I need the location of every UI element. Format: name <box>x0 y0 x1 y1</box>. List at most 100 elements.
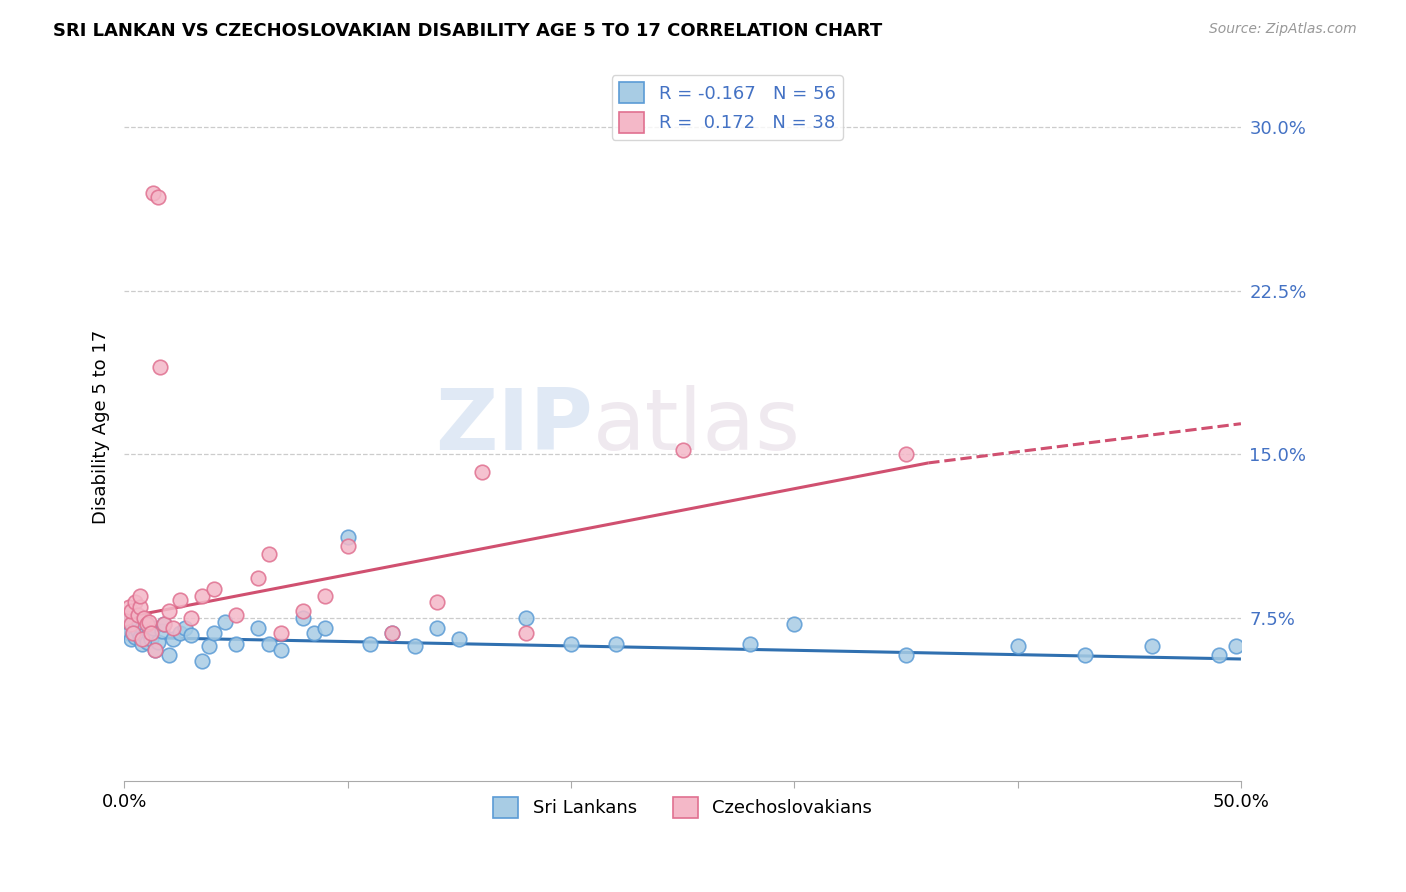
Point <box>1208 648 1230 662</box>
Text: Source: ZipAtlas.com: Source: ZipAtlas.com <box>1209 22 1357 37</box>
Point <box>150 624 173 638</box>
Point <box>180 610 202 624</box>
Point <box>127 613 149 627</box>
Point <box>128 599 150 614</box>
Point <box>118 599 141 614</box>
Point <box>1225 639 1247 653</box>
Point <box>336 539 359 553</box>
Point <box>131 632 153 647</box>
Point <box>247 571 270 585</box>
Point <box>202 582 225 597</box>
Point <box>122 619 145 633</box>
Point <box>605 637 627 651</box>
Point <box>259 548 281 562</box>
Point <box>142 622 165 636</box>
Point <box>214 615 236 629</box>
Point <box>138 615 160 629</box>
Point <box>894 648 917 662</box>
Point <box>202 625 225 640</box>
Point <box>120 604 142 618</box>
Point <box>128 630 150 644</box>
Point <box>162 622 184 636</box>
Point <box>149 360 172 375</box>
Point <box>122 625 145 640</box>
Point <box>145 643 167 657</box>
Point <box>135 634 157 648</box>
Text: atlas: atlas <box>593 385 801 468</box>
Point <box>426 622 449 636</box>
Point <box>381 625 404 640</box>
Point <box>120 617 142 632</box>
Point <box>120 617 142 632</box>
Point <box>783 617 806 632</box>
Point <box>145 643 167 657</box>
Text: SRI LANKAN VS CZECHOSLOVAKIAN DISABILITY AGE 5 TO 17 CORRELATION CHART: SRI LANKAN VS CZECHOSLOVAKIAN DISABILITY… <box>53 22 883 40</box>
Point <box>449 632 471 647</box>
Point <box>139 632 162 647</box>
Point <box>291 604 314 618</box>
Point <box>128 589 150 603</box>
Point <box>173 622 195 636</box>
Point <box>314 622 336 636</box>
Point <box>191 589 214 603</box>
Point <box>515 610 537 624</box>
Point <box>153 617 176 632</box>
Point <box>198 639 221 653</box>
Point <box>1007 639 1029 653</box>
Point <box>471 465 494 479</box>
Point <box>157 604 180 618</box>
Point <box>118 622 141 636</box>
Point <box>131 622 153 636</box>
Legend: Sri Lankans, Czechoslovakians: Sri Lankans, Czechoslovakians <box>485 789 880 825</box>
Point <box>162 632 184 647</box>
Point <box>515 625 537 640</box>
Point <box>1140 639 1163 653</box>
Point <box>120 632 142 647</box>
Point <box>225 608 247 623</box>
Point <box>124 615 146 629</box>
Point <box>138 625 160 640</box>
Point <box>381 625 404 640</box>
Point <box>270 625 292 640</box>
Point <box>146 634 169 648</box>
Point <box>122 625 145 640</box>
Point <box>671 442 693 457</box>
Point <box>153 617 176 632</box>
Point <box>124 630 146 644</box>
Point <box>560 637 582 651</box>
Point <box>336 530 359 544</box>
Text: ZIP: ZIP <box>436 385 593 468</box>
Point <box>314 589 336 603</box>
Point <box>127 624 149 638</box>
Point <box>134 628 156 642</box>
Point <box>115 613 138 627</box>
Point <box>225 637 247 651</box>
Point <box>134 610 156 624</box>
Point <box>404 639 426 653</box>
Point <box>247 622 270 636</box>
Point <box>142 186 165 200</box>
Point <box>359 637 381 651</box>
Y-axis label: Disability Age 5 to 17: Disability Age 5 to 17 <box>93 330 110 524</box>
Point <box>302 625 325 640</box>
Point <box>157 648 180 662</box>
Point <box>894 447 917 461</box>
Point <box>426 595 449 609</box>
Point <box>259 637 281 651</box>
Point <box>124 595 146 609</box>
Point <box>1073 648 1095 662</box>
Point <box>131 637 153 651</box>
Point <box>115 610 138 624</box>
Point <box>139 625 162 640</box>
Point <box>146 190 169 204</box>
Point <box>291 610 314 624</box>
Point <box>169 625 191 640</box>
Point <box>191 654 214 668</box>
Point <box>118 625 141 640</box>
Point <box>127 608 149 623</box>
Point <box>738 637 761 651</box>
Point <box>135 617 157 632</box>
Point <box>169 593 191 607</box>
Point <box>270 643 292 657</box>
Point <box>180 628 202 642</box>
